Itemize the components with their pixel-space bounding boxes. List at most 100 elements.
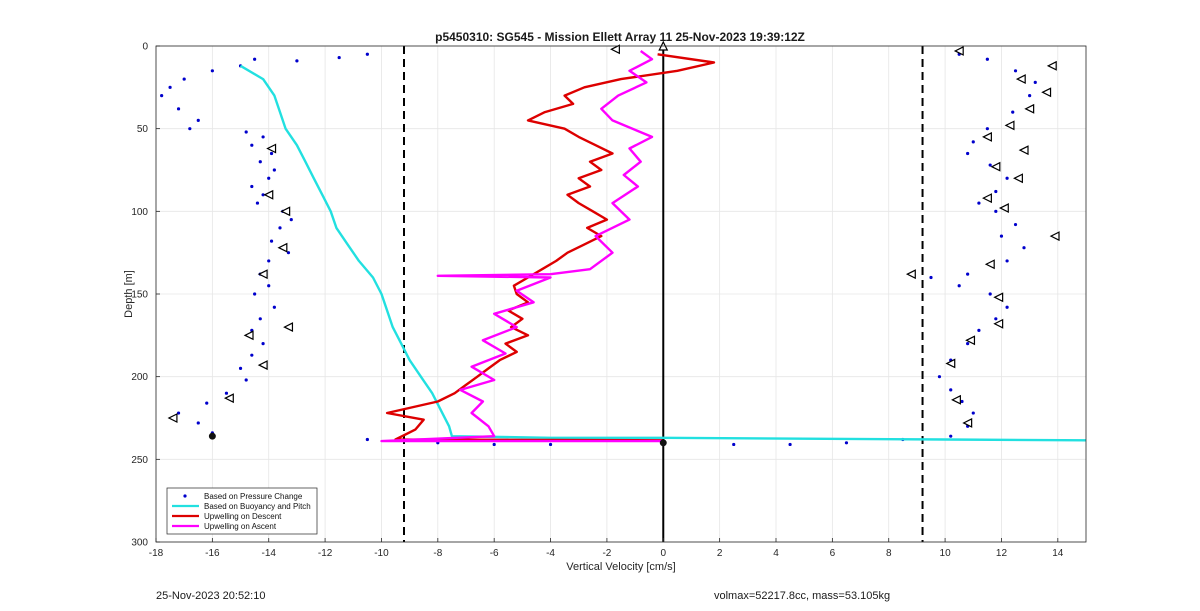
- triangle-marker: [263, 189, 274, 200]
- triangle-marker: [1013, 173, 1023, 184]
- data-point: [788, 442, 792, 447]
- data-point: [977, 201, 981, 205]
- data-point: [289, 218, 293, 222]
- data-point: [182, 77, 186, 81]
- x-tick-label: 12: [996, 548, 1008, 559]
- x-tick-label: 2: [717, 548, 723, 559]
- x-tick-label: 10: [940, 548, 952, 559]
- data-point: [966, 272, 970, 276]
- data-point: [261, 135, 265, 139]
- data-point: [1013, 222, 1018, 227]
- data-point: [957, 284, 961, 288]
- data-point: [269, 151, 274, 156]
- x-tick-label: -18: [149, 548, 164, 559]
- data-point: [994, 189, 998, 194]
- axis-ticks: -18 -16 -14 -12 -10 -8 -6 -4 -2 0 2 4 6 8 10 12 14 0 50 100…: [131, 42, 1064, 560]
- triangle-marker: [1049, 231, 1060, 242]
- data-point: [168, 85, 172, 89]
- triangle-marker: [905, 269, 916, 280]
- triangle-marker: [243, 330, 254, 341]
- triangle-marker: [982, 131, 992, 142]
- chart-title: p5450310: SG545 - Mission Ellett Array 1…: [435, 30, 805, 44]
- x-axis-label: Vertical Velocity [cm/s]: [566, 561, 675, 573]
- data-point: [1005, 305, 1009, 309]
- triangle-marker: [266, 143, 277, 154]
- upwelling-on-descent-line: [385, 53, 716, 442]
- y-tick-label: 200: [131, 372, 148, 383]
- data-point: [272, 168, 276, 172]
- data-point: [258, 160, 262, 164]
- upwelling-on-ascent-line: [380, 50, 664, 443]
- x-tick-label: -16: [205, 548, 220, 559]
- x-tick-label: 4: [773, 548, 779, 559]
- triangle-marker: [1046, 60, 1057, 71]
- data-point: [295, 59, 299, 63]
- triangle-marker: [167, 413, 178, 423]
- data-point: [977, 328, 981, 332]
- endpoint-marker: [659, 439, 667, 447]
- triangle-marker: [1041, 87, 1052, 98]
- x-tick-label: -12: [318, 548, 333, 559]
- x-tick-label: -6: [490, 548, 499, 559]
- triangle-marker: [223, 393, 234, 404]
- y-tick-label: 0: [142, 42, 148, 53]
- data-point: [272, 305, 276, 309]
- x-tick-label: -10: [374, 548, 389, 559]
- marker-group: [167, 40, 1060, 447]
- data-point: [960, 399, 964, 404]
- data-point: [937, 375, 942, 379]
- triangle-marker: [993, 318, 1004, 329]
- data-point: [1013, 69, 1018, 73]
- data-point: [985, 127, 989, 131]
- triangle-marker: [951, 394, 961, 405]
- x-tick-label: -4: [546, 548, 555, 559]
- triangle-marker: [280, 206, 291, 217]
- triangle-marker: [283, 322, 294, 333]
- data-point: [1028, 94, 1032, 98]
- x-tick-label: 6: [830, 548, 836, 559]
- x-tick-label: -14: [262, 548, 277, 559]
- data-point: [949, 388, 953, 392]
- x-tick-label: -2: [602, 548, 611, 559]
- data-point: [269, 239, 274, 243]
- data-point: [994, 317, 998, 321]
- legend-label: Upwelling on Descent: [204, 512, 282, 521]
- y-tick-label: 300: [131, 538, 148, 549]
- triangle-marker: [982, 193, 992, 204]
- triangle-marker: [984, 259, 995, 270]
- data-point: [1033, 80, 1037, 84]
- triangle-marker: [993, 292, 1004, 303]
- data-point: [224, 391, 229, 395]
- endpoint-marker: [208, 432, 216, 440]
- data-point: [732, 442, 736, 447]
- data-point: [988, 163, 992, 167]
- data-point: [966, 342, 970, 346]
- data-point: [160, 94, 164, 98]
- data-point: [286, 251, 291, 255]
- data-point: [999, 234, 1004, 238]
- data-point: [1011, 110, 1015, 114]
- data-point: [258, 317, 262, 321]
- data-point: [548, 442, 553, 447]
- triangle-marker: [1018, 145, 1029, 156]
- data-point: [176, 411, 181, 415]
- triangle-marker: [945, 358, 956, 369]
- data-point: [261, 193, 265, 197]
- data-point: [255, 201, 260, 205]
- data-point: [929, 275, 933, 280]
- data-point: [844, 441, 849, 445]
- x-tick-label: 14: [1052, 548, 1064, 559]
- data-point: [1005, 176, 1009, 180]
- legend-label: Based on Buoyancy and Pitch: [204, 502, 311, 511]
- data-point: [188, 127, 192, 131]
- data-point: [985, 57, 989, 61]
- data-point: [337, 55, 341, 60]
- data-point: [365, 52, 369, 56]
- triangle-marker: [1024, 103, 1035, 114]
- x-tick-label: -8: [433, 548, 442, 559]
- data-point: [492, 442, 496, 447]
- triangle-marker: [1004, 120, 1015, 131]
- x-tick-label: 0: [660, 548, 666, 559]
- triangle-marker: [998, 203, 1009, 213]
